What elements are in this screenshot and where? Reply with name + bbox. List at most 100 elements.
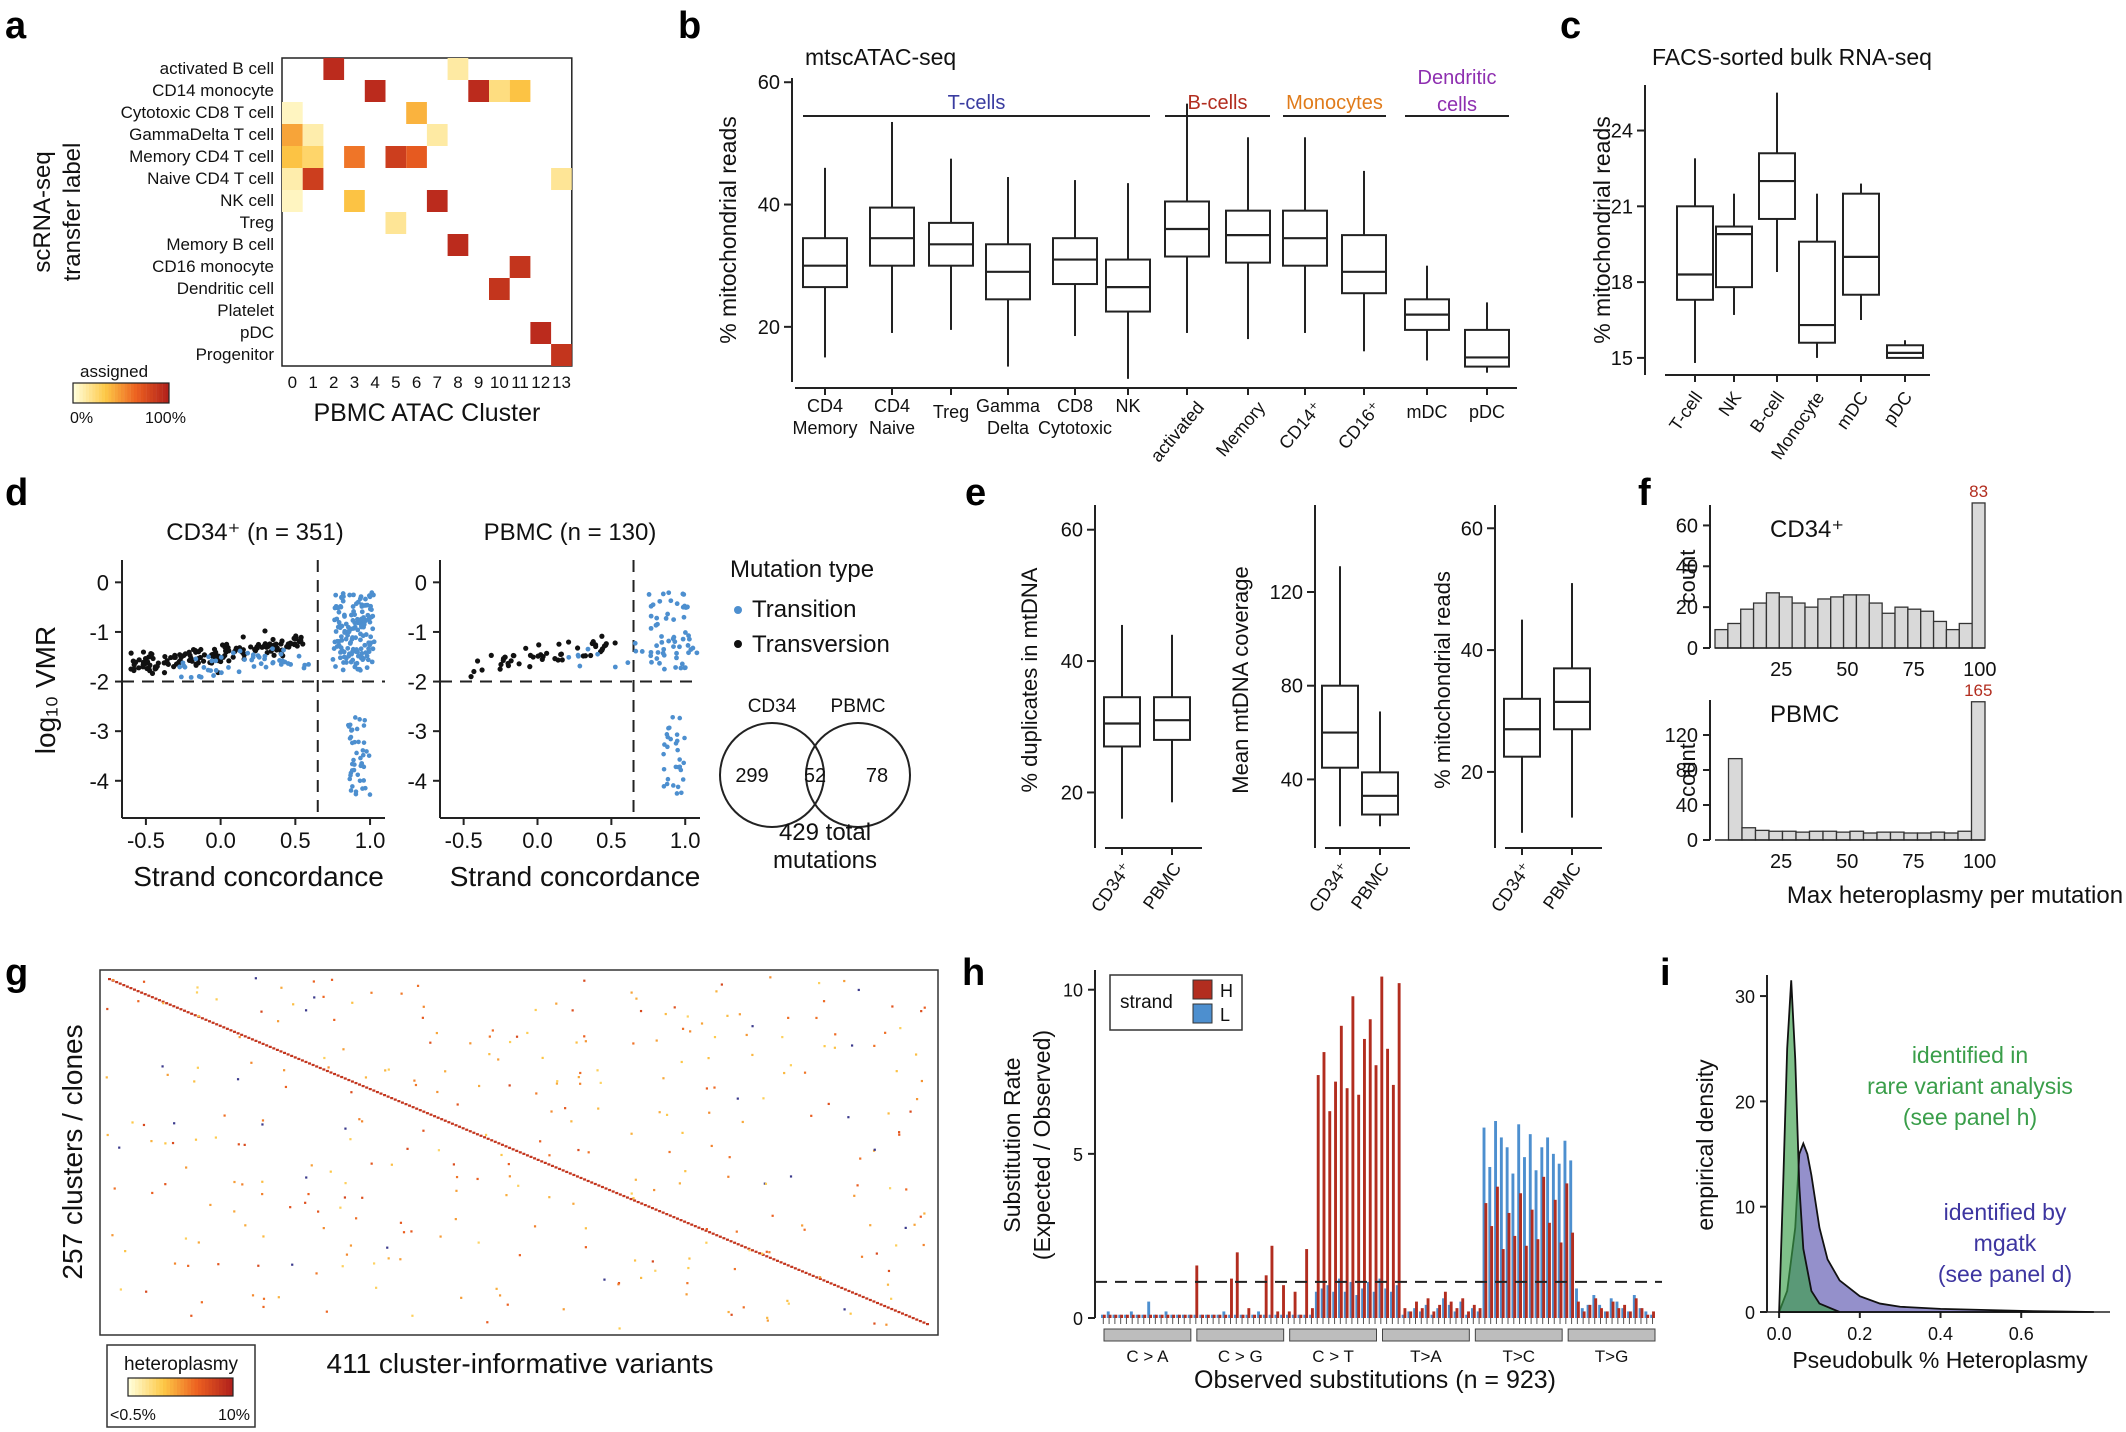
box-0 bbox=[1503, 619, 1541, 833]
heatmap-cell bbox=[233, 1210, 236, 1213]
transition-point bbox=[350, 784, 355, 789]
y-tick-label: 60 bbox=[1676, 515, 1698, 537]
y-tick-label: -4 bbox=[407, 769, 427, 794]
group-label-line: cells bbox=[1437, 94, 1477, 116]
y-axis-title: count bbox=[1675, 550, 1700, 604]
transition-point bbox=[671, 783, 676, 788]
x-axis-title: Pseudobulk % Heteroplasmy bbox=[1792, 1347, 2088, 1373]
transition-point bbox=[674, 601, 680, 607]
histogram-bar bbox=[1930, 831, 1946, 841]
histogram-bar bbox=[1889, 831, 1905, 841]
heatmap-cell bbox=[562, 1308, 565, 1311]
heatmap-cell bbox=[579, 1176, 583, 1180]
transition-point bbox=[355, 772, 361, 778]
heatmap-cell bbox=[600, 1185, 604, 1189]
heatmap-cell bbox=[895, 1070, 898, 1073]
heatmap-cell bbox=[913, 1223, 916, 1226]
transition-point bbox=[356, 739, 361, 745]
heatmap-cell bbox=[327, 1066, 330, 1069]
histogram-bar bbox=[1945, 628, 1960, 649]
panel-f-histograms: 0 20 40 60 83 CD34⁺ count 25 50 75 100 0 40 80 120 165 P… bbox=[1665, 482, 2123, 909]
heatmap-cell bbox=[196, 986, 199, 989]
heatmap-cell bbox=[708, 1111, 711, 1114]
transition-point bbox=[353, 715, 358, 720]
legend-dot-transition bbox=[734, 606, 742, 614]
legend-swatch bbox=[117, 383, 122, 403]
heatmap-cell bbox=[236, 1078, 240, 1081]
transversion-point bbox=[133, 659, 139, 665]
histogram-bar bbox=[1894, 606, 1909, 649]
y-tick-label: 120 bbox=[1665, 725, 1698, 747]
heatmap-cell bbox=[895, 1244, 898, 1247]
transition-point bbox=[301, 665, 307, 671]
box-body bbox=[1553, 667, 1591, 731]
x-tick-label: NK bbox=[1115, 396, 1140, 416]
transition-point bbox=[670, 714, 675, 720]
heatmap-cell bbox=[665, 1113, 669, 1116]
histogram-bar bbox=[1876, 831, 1892, 841]
transition-point bbox=[359, 623, 364, 628]
column-label: 5 bbox=[391, 373, 400, 392]
bar-L bbox=[1129, 1311, 1133, 1318]
transition-point bbox=[351, 592, 356, 598]
heatmap-cell bbox=[611, 1190, 615, 1193]
transition-point bbox=[639, 649, 645, 654]
y-tick-label: 18 bbox=[1611, 272, 1633, 294]
venn-circle-left bbox=[719, 722, 825, 828]
heatmap-cell bbox=[410, 1230, 413, 1233]
heatmap-cell bbox=[741, 1120, 744, 1124]
histogram-bar bbox=[1714, 628, 1729, 649]
heatmap-cell bbox=[241, 1183, 244, 1186]
histogram-bar bbox=[1932, 620, 1948, 649]
heatmap-cell bbox=[390, 1097, 394, 1100]
y-axis-title: scRNA-seq transfer label bbox=[29, 143, 86, 282]
heatmap-cell bbox=[168, 1003, 172, 1006]
transversion-point bbox=[211, 646, 218, 652]
transition-point bbox=[661, 751, 666, 757]
y-tick-label: -2 bbox=[407, 670, 427, 695]
heatmap-cells bbox=[105, 976, 929, 1330]
bar-L bbox=[1355, 1295, 1359, 1318]
y-tick-label: 0 bbox=[415, 570, 427, 595]
bar-L bbox=[1540, 1147, 1544, 1318]
heatmap-cell bbox=[261, 1180, 264, 1183]
heatmap-cell bbox=[124, 1250, 127, 1253]
bar-L bbox=[1482, 1127, 1486, 1318]
bar-L bbox=[1569, 1160, 1573, 1318]
heatmap-cell bbox=[489, 80, 510, 102]
bar-L bbox=[1650, 1314, 1654, 1318]
x-tick-label: NK bbox=[1715, 388, 1746, 420]
transition-point bbox=[678, 665, 684, 671]
transition-point bbox=[236, 669, 242, 675]
box-body bbox=[1103, 696, 1141, 748]
heatmap-cell bbox=[508, 1175, 511, 1178]
legend-swatch bbox=[159, 383, 163, 403]
bar-L bbox=[1124, 1314, 1128, 1318]
heatmap-cell bbox=[497, 1058, 500, 1061]
legend-swatch bbox=[128, 1378, 132, 1396]
legend-swatch bbox=[198, 1378, 202, 1396]
heatmap-cell bbox=[535, 1092, 538, 1095]
heatmap-cell bbox=[433, 1115, 437, 1118]
transition-point bbox=[661, 646, 667, 652]
heatmap-cell bbox=[251, 1294, 255, 1297]
transition-point bbox=[370, 626, 376, 632]
transition-point bbox=[263, 664, 269, 670]
transition-point bbox=[262, 653, 268, 659]
heatmap-cell bbox=[310, 1164, 313, 1167]
heatmap-cell bbox=[722, 1237, 726, 1240]
heatmap-cell bbox=[918, 1319, 922, 1323]
legend-swatch bbox=[131, 1378, 136, 1396]
transition-point bbox=[362, 603, 368, 608]
transition-point bbox=[351, 626, 356, 631]
panel-a-heatmap: activated B cell CD14 monocyte Cytotoxic C… bbox=[29, 57, 573, 427]
heatmap-cell bbox=[333, 1072, 337, 1076]
transition-point bbox=[347, 722, 353, 728]
heatmap-cell bbox=[343, 1196, 347, 1199]
heatmap-cell bbox=[897, 1131, 901, 1134]
heatmap-cell bbox=[854, 1292, 858, 1296]
bar-L bbox=[1338, 1278, 1341, 1318]
heatmap-cell bbox=[147, 994, 151, 997]
transition-point bbox=[657, 598, 663, 604]
heatmap-cell bbox=[186, 1011, 190, 1014]
